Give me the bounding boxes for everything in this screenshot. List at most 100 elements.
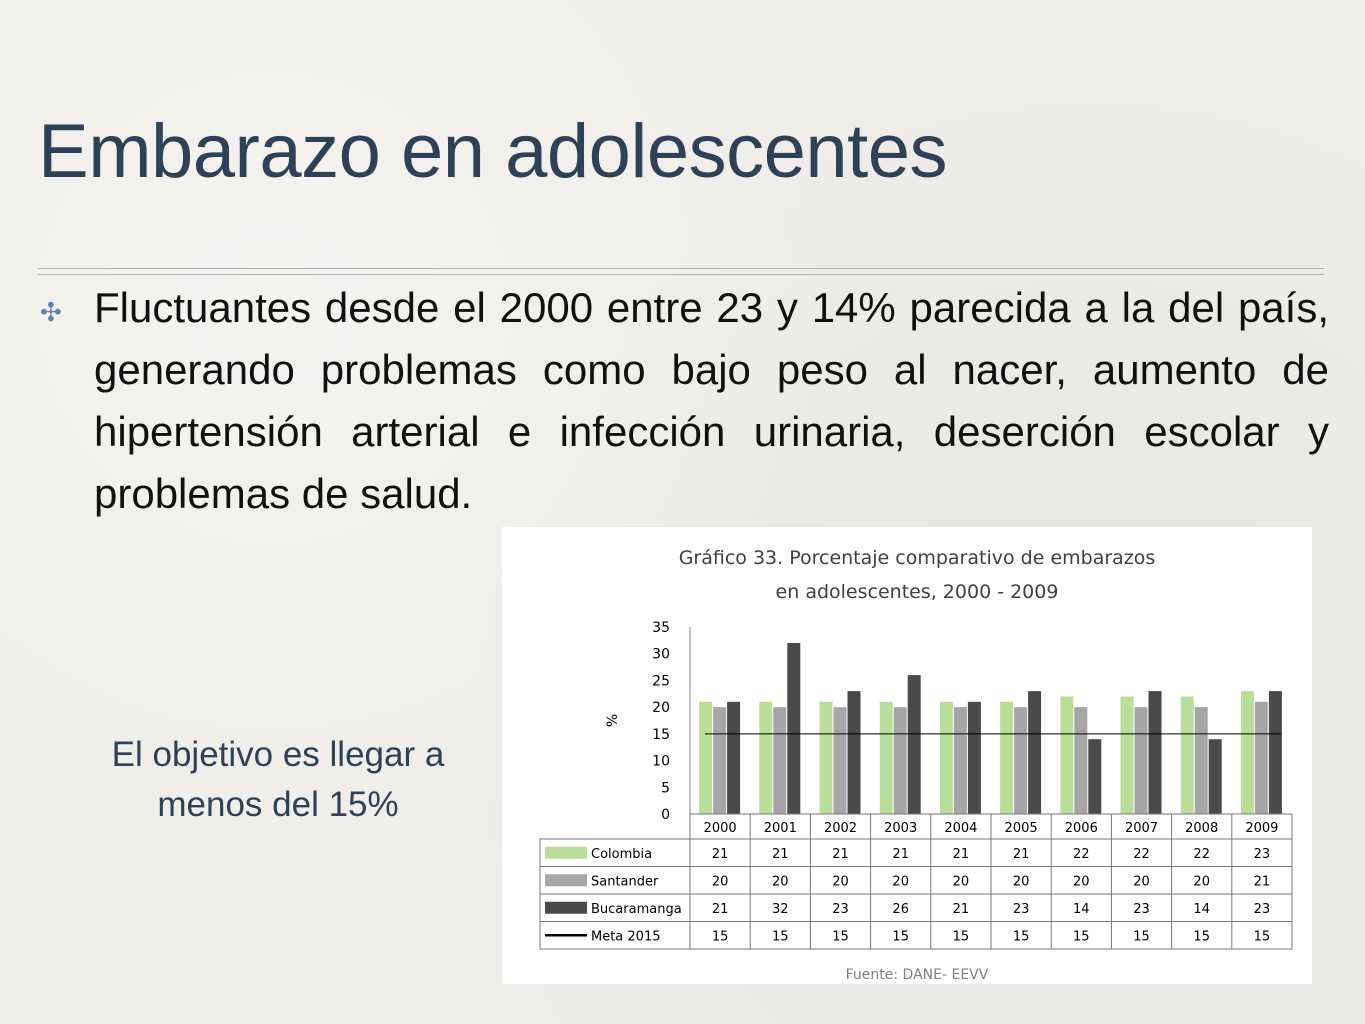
table-cell-value: 20 xyxy=(1013,874,1030,889)
bar-santander xyxy=(833,707,847,814)
bar-santander xyxy=(1194,707,1208,814)
bar-colombia xyxy=(1120,696,1134,814)
table-cell-value: 15 xyxy=(1193,929,1210,944)
legend-label: Colombia xyxy=(591,847,652,862)
table-cell-value: 15 xyxy=(832,929,849,944)
bar-bucaramanga xyxy=(967,701,981,814)
table-cell-value: 32 xyxy=(772,902,789,917)
table-cell-value: 21 xyxy=(772,847,789,862)
x-category-label: 2009 xyxy=(1245,821,1278,836)
title-divider xyxy=(38,268,1324,275)
bar-colombia xyxy=(939,701,953,814)
y-tick-label: 0 xyxy=(661,807,670,823)
chart-title-line-2: en adolescentes, 2000 - 2009 xyxy=(776,581,1059,603)
table-cell-value: 14 xyxy=(1193,902,1210,917)
table-cell-value: 20 xyxy=(1193,874,1210,889)
table-cell-value: 26 xyxy=(892,902,909,917)
bullet-text: Fluctuantes desde el 2000 entre 23 y 14%… xyxy=(94,284,1329,517)
bar-santander xyxy=(773,707,787,814)
bar-bucaramanga xyxy=(787,643,801,814)
table-cell-value: 23 xyxy=(1254,847,1271,862)
bar-santander xyxy=(953,707,967,814)
y-tick-label: 10 xyxy=(652,754,670,770)
slide-title: Embarazo en adolescentes xyxy=(38,109,948,194)
table-cell-value: 20 xyxy=(832,874,849,889)
x-category-label: 2008 xyxy=(1185,821,1218,836)
bar-santander xyxy=(1014,707,1028,814)
table-cell-value: 22 xyxy=(1073,847,1090,862)
x-category-label: 2001 xyxy=(764,821,797,836)
table-cell-value: 23 xyxy=(1133,902,1150,917)
table-cell-value: 20 xyxy=(892,874,909,889)
chart-source: Fuente: DANE- EEVV xyxy=(846,967,989,983)
bar-bucaramanga xyxy=(1088,739,1102,814)
table-cell-value: 15 xyxy=(712,929,729,944)
x-category-label: 2000 xyxy=(704,821,737,836)
table-cell-value: 23 xyxy=(832,902,849,917)
bar-bucaramanga xyxy=(847,691,861,814)
bar-colombia xyxy=(879,701,893,814)
table-cell-value: 15 xyxy=(1254,929,1271,944)
table-cell-value: 14 xyxy=(1073,902,1090,917)
legend-label: Meta 2015 xyxy=(591,929,661,944)
x-category-label: 2002 xyxy=(824,821,857,836)
bar-colombia xyxy=(819,701,833,814)
table-cell-value: 21 xyxy=(953,902,970,917)
bar-colombia xyxy=(1180,696,1194,814)
bar-santander xyxy=(1254,701,1268,814)
bar-santander xyxy=(713,707,727,814)
y-tick-label: 5 xyxy=(661,780,670,796)
table-cell-value: 20 xyxy=(953,874,970,889)
table-cell-value: 20 xyxy=(712,874,729,889)
y-axis-label: % xyxy=(605,714,621,727)
x-category-label: 2006 xyxy=(1065,821,1098,836)
table-cell-value: 22 xyxy=(1133,847,1150,862)
legend-swatch-colombia xyxy=(545,846,587,859)
table-cell-value: 21 xyxy=(953,847,970,862)
table-cell-value: 15 xyxy=(953,929,970,944)
table-cell-value: 21 xyxy=(712,902,729,917)
table-cell-value: 21 xyxy=(892,847,909,862)
bar-bucaramanga xyxy=(1028,691,1042,814)
chart-svg: Gráfico 33. Porcentaje comparativo de em… xyxy=(539,547,1293,983)
table-cell-value: 15 xyxy=(892,929,909,944)
table-cell-value: 15 xyxy=(772,929,789,944)
y-tick-label: 20 xyxy=(652,700,670,716)
cross-bullet-icon: ✣ xyxy=(40,298,62,328)
table-cell-value: 22 xyxy=(1193,847,1210,862)
bar-colombia xyxy=(1060,696,1074,814)
bar-santander xyxy=(1074,707,1088,814)
table-cell-value: 21 xyxy=(712,847,729,862)
y-tick-label: 15 xyxy=(652,727,670,743)
bar-bucaramanga xyxy=(1208,739,1222,814)
legend-label: Bucaramanga xyxy=(591,902,682,917)
chart-image: Gráfico 33. Porcentaje comparativo de em… xyxy=(502,527,1312,984)
legend-label: Santander xyxy=(591,874,659,889)
bar-colombia xyxy=(759,701,773,814)
bar-colombia xyxy=(699,701,713,814)
table-cell-value: 23 xyxy=(1013,902,1030,917)
x-category-label: 2005 xyxy=(1005,821,1038,836)
bar-bucaramanga xyxy=(907,675,921,814)
bar-colombia xyxy=(1240,691,1254,814)
x-category-label: 2007 xyxy=(1125,821,1158,836)
table-cell-value: 20 xyxy=(1073,874,1090,889)
table-cell-value: 20 xyxy=(1133,874,1150,889)
bar-bucaramanga xyxy=(1148,691,1162,814)
y-tick-label: 35 xyxy=(652,620,670,636)
table-cell-value: 21 xyxy=(1254,874,1271,889)
x-category-label: 2003 xyxy=(884,821,917,836)
chart-title-line-1: Gráfico 33. Porcentaje comparativo de em… xyxy=(679,547,1156,569)
table-cell-value: 15 xyxy=(1133,929,1150,944)
legend-swatch-bucaramanga xyxy=(545,901,587,914)
table-cell-value: 15 xyxy=(1073,929,1090,944)
table-cell-value: 21 xyxy=(832,847,849,862)
bar-santander xyxy=(1134,707,1148,814)
goal-note: El objetivo es llegar a menos del 15% xyxy=(111,735,445,824)
x-category-label: 2004 xyxy=(944,821,977,836)
y-tick-label: 25 xyxy=(652,673,670,689)
bar-bucaramanga xyxy=(1268,691,1282,814)
table-cell-value: 15 xyxy=(1013,929,1030,944)
legend-swatch-santander xyxy=(545,874,587,887)
bar-bucaramanga xyxy=(727,701,741,814)
